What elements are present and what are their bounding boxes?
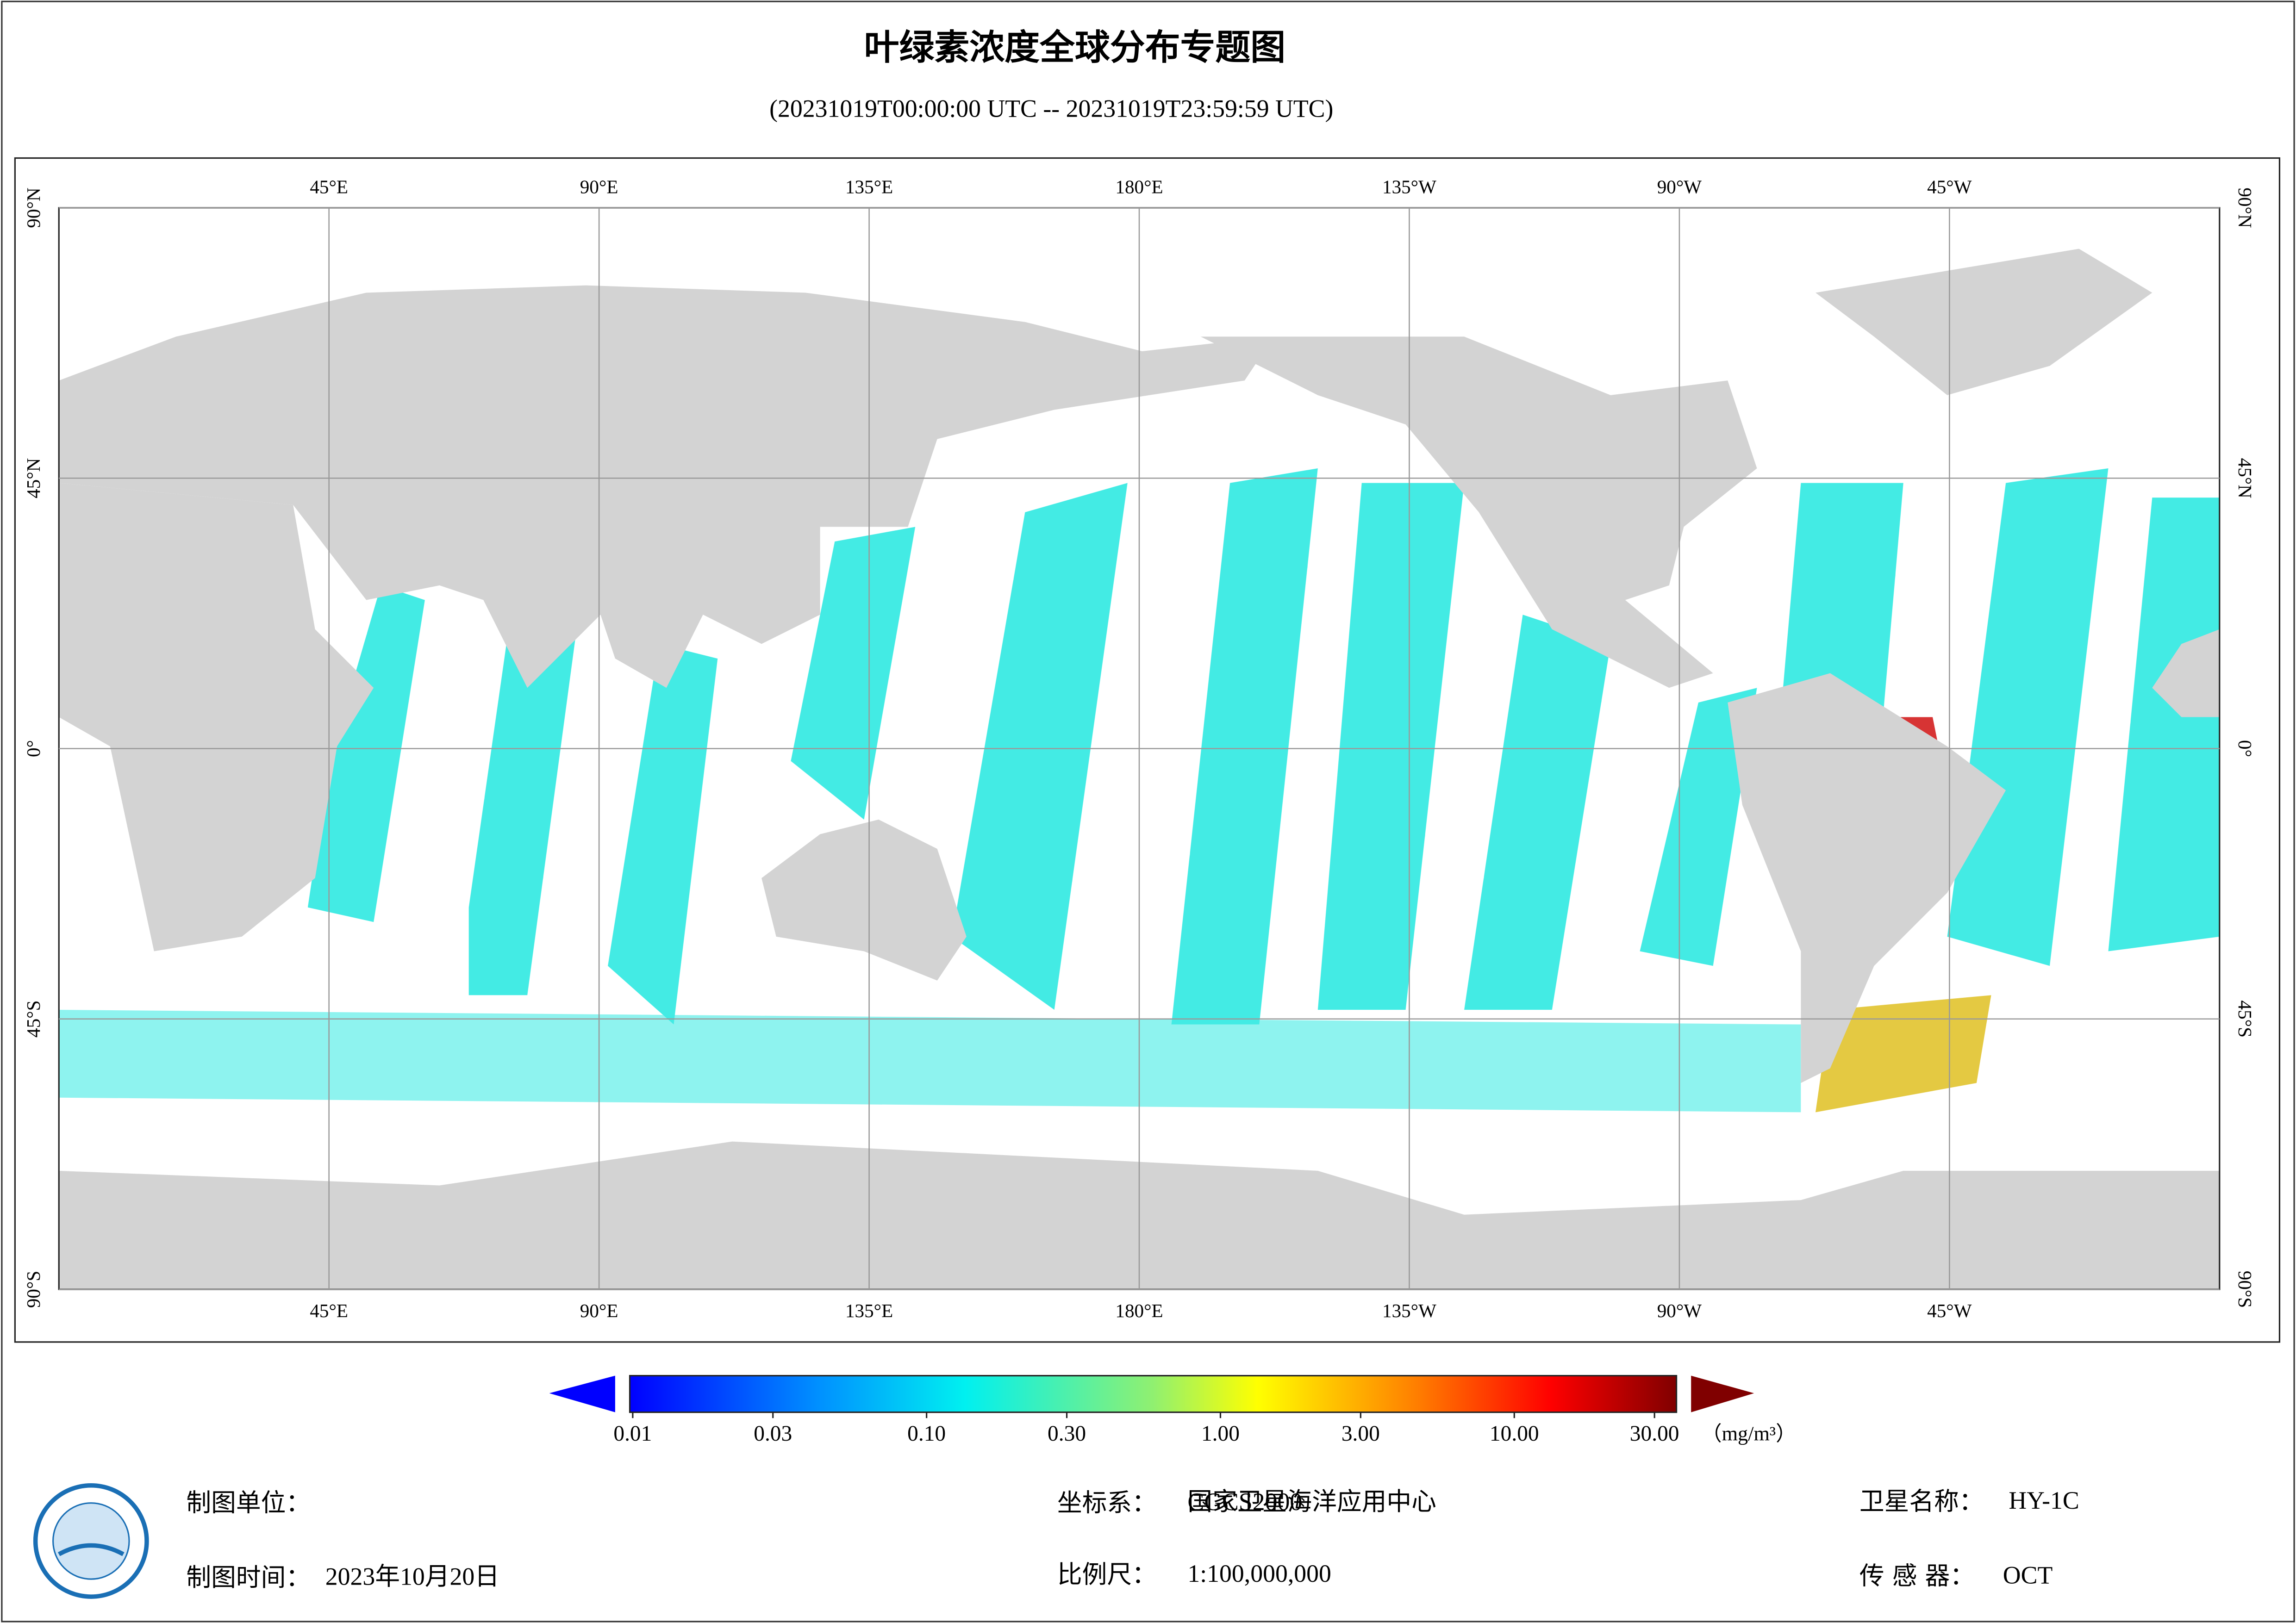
map-frame <box>14 157 2281 1343</box>
lat-label-right: 0° <box>2234 740 2256 757</box>
lat-label-right: 45°N <box>2234 458 2256 498</box>
colorbar-over-arrow <box>1691 1375 1754 1412</box>
footer-label: 比例尺： <box>1057 1560 1157 1589</box>
lon-label-bottom: 180°E <box>1115 1300 1163 1321</box>
lon-label-bottom: 135°W <box>1382 1300 1436 1321</box>
lat-label-left: 90°N <box>23 187 44 228</box>
lat-label-right: 90°N <box>2234 187 2256 228</box>
footer: 制图单位： 国家卫星海洋应用中心 坐标系： CGCS2000 卫星名称： HY-1C 制图时… <box>186 1486 2079 1592</box>
lat-label-right: 90°S <box>2234 1271 2256 1308</box>
footer-label: 制图时间： <box>186 1563 311 1592</box>
logo <box>33 1483 149 1599</box>
lon-label-bottom: 135°E <box>845 1300 893 1321</box>
colorbar-tick-label: 0.01 <box>613 1422 652 1446</box>
lon-label-top: 45°E <box>310 176 348 197</box>
footer-value: 国家卫星海洋应用中心 <box>1187 1488 1436 1516</box>
title: 叶绿素浓度全球分布专题图 <box>864 27 1286 68</box>
footer-value: CGCS2000 <box>1187 1488 1302 1516</box>
footer-value: OCT <box>2003 1561 2053 1589</box>
lon-label-top: 135°W <box>1382 176 1436 197</box>
colorbar-tick-label: 10.00 <box>1490 1422 1539 1446</box>
footer-value: HY-1C <box>2009 1486 2079 1514</box>
colorbar <box>629 1374 1678 1413</box>
subtitle: (20231019T00:00:00 UTC -- 20231019T23:59… <box>769 95 1333 123</box>
lat-label-left: 0° <box>23 740 44 757</box>
lon-label-top: 135°E <box>845 176 893 197</box>
colorbar-under-arrow <box>549 1375 615 1412</box>
chlorophyll-swaths <box>59 468 2220 1113</box>
lon-label-top: 45°W <box>1927 176 1972 197</box>
colorbar-tick-label: 0.03 <box>754 1422 792 1446</box>
footer-value: 1:100,000,000 <box>1187 1560 1331 1587</box>
lon-label-top: 90°W <box>1657 176 1702 197</box>
lon-label-bottom: 90°E <box>580 1300 618 1321</box>
colorbar-tick-label: 30.00 <box>1630 1422 1679 1446</box>
lon-label-bottom: 45°W <box>1927 1300 1972 1321</box>
footer-label: 传 感 器： <box>1859 1561 1975 1591</box>
lat-label-left: 45°N <box>23 458 44 498</box>
colorbar-tick-label: 3.00 <box>1341 1422 1380 1446</box>
footer-label: 坐标系： <box>1057 1488 1157 1517</box>
colorbar-tick-label: 1.00 <box>1201 1422 1240 1446</box>
lat-label-left: 45°S <box>23 1001 44 1038</box>
lat-label-left: 90°S <box>23 1271 44 1308</box>
lon-label-top: 90°E <box>580 176 618 197</box>
colorbar-tick-label: 0.30 <box>1048 1422 1086 1446</box>
lon-label-top: 180°E <box>1115 176 1163 197</box>
lon-label-bottom: 90°W <box>1657 1300 1702 1321</box>
lat-label-right: 45°S <box>2234 1001 2256 1038</box>
footer-value: 2023年10月20日 <box>325 1562 499 1590</box>
lon-label-bottom: 45°E <box>310 1300 348 1321</box>
footer-label: 卫星名称： <box>1859 1486 1984 1516</box>
footer-label: 制图单位： <box>186 1488 311 1517</box>
colorbar-unit: （mg/m³） <box>1701 1422 1796 1445</box>
colorbar-tick-label: 0.10 <box>907 1422 946 1446</box>
